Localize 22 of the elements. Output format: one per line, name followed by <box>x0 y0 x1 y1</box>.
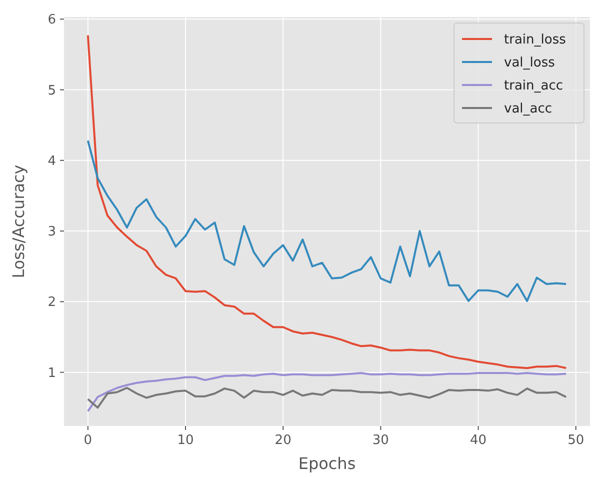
x-tick-label: 30 <box>372 433 389 448</box>
x-tick-label: 50 <box>568 433 584 448</box>
y-tick-label: 5 <box>48 83 56 98</box>
y-tick-label: 1 <box>48 366 56 381</box>
x-tick-label: 20 <box>274 433 292 448</box>
x-tick-label: 10 <box>177 433 194 448</box>
legend-label: train_loss <box>504 32 566 48</box>
y-tick-label: 2 <box>48 295 56 310</box>
y-tick-label: 6 <box>48 12 56 28</box>
x-axis-title: Epochs <box>298 454 356 473</box>
x-tick-label: 0 <box>84 433 92 448</box>
line-series <box>86 386 568 409</box>
line-series <box>86 34 568 370</box>
y-tick-label: 4 <box>48 154 56 169</box>
line-series <box>86 372 568 412</box>
y-tick-label: 3 <box>48 224 56 240</box>
legend-label: val_loss <box>504 56 556 71</box>
y-axis-title: Loss/Accuracy <box>9 164 28 278</box>
line-series <box>86 140 568 302</box>
legend-label: val_acc <box>504 102 552 117</box>
legend-label: train_acc <box>504 78 564 94</box>
x-tick-label: 40 <box>470 433 487 448</box>
